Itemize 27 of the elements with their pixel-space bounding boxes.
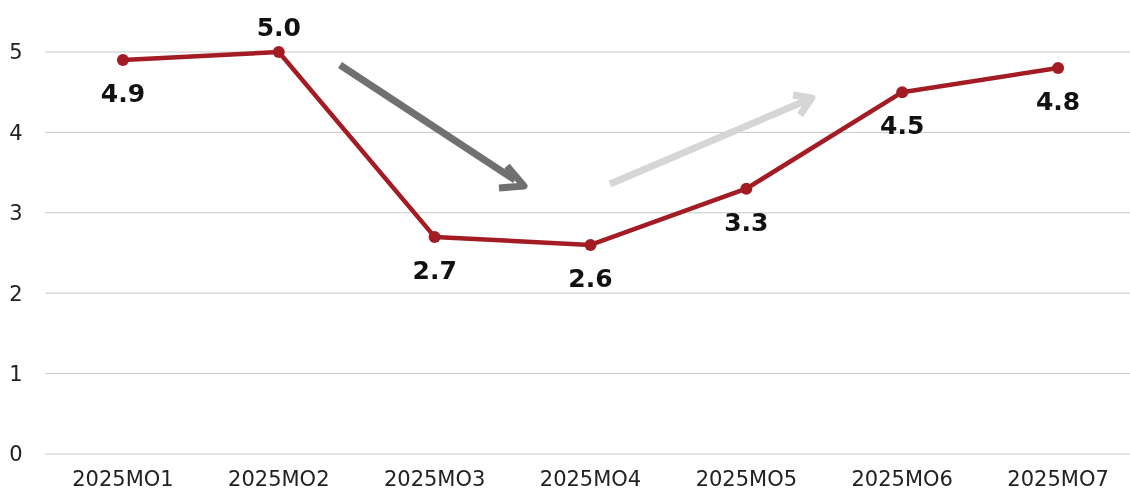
point bbox=[428, 230, 441, 243]
data-label: 2.7 bbox=[412, 255, 457, 285]
data-label: 2.6 bbox=[568, 263, 613, 293]
point bbox=[272, 46, 285, 58]
y-tick-label: 4 bbox=[9, 120, 23, 145]
x-tick-label: 2025MO1 bbox=[72, 467, 174, 491]
x-tick-label: 2025MO6 bbox=[851, 467, 953, 491]
x-tick-label: 2025MO5 bbox=[695, 467, 798, 491]
point bbox=[1052, 62, 1065, 75]
data-label: 4.9 bbox=[100, 79, 146, 109]
y-tick-label: 3 bbox=[9, 201, 23, 226]
x-tick-label: 2025MO4 bbox=[539, 467, 642, 491]
point bbox=[584, 238, 597, 251]
point bbox=[740, 182, 753, 195]
y-tick-label: 2 bbox=[9, 281, 23, 306]
x-tick-label: 2025MO3 bbox=[383, 467, 486, 491]
y-tick-label: 5 bbox=[9, 40, 23, 65]
x-tick-label: 2025MO7 bbox=[1007, 467, 1109, 491]
y-tick-label: 1 bbox=[9, 361, 23, 386]
data-label: 4.8 bbox=[1035, 87, 1081, 117]
data-label: 5.0 bbox=[256, 13, 301, 42]
point bbox=[116, 54, 129, 67]
data-label: 4.5 bbox=[880, 111, 925, 141]
point bbox=[896, 86, 909, 99]
x-tick-label: 2025MO2 bbox=[228, 467, 330, 491]
y-tick-label: 0 bbox=[9, 442, 23, 467]
data-label: 3.3 bbox=[724, 207, 769, 237]
